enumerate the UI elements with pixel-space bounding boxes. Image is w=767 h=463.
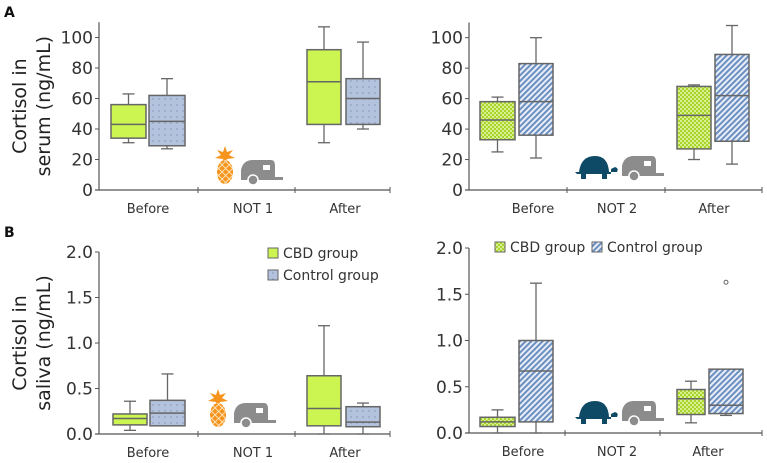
legend-swatch <box>267 269 279 281</box>
box-iqr <box>479 100 516 141</box>
box-cbd-group-after <box>306 26 342 144</box>
box-iqr <box>306 48 342 126</box>
box-cbd-group-before <box>479 409 516 434</box>
legend-item-cbd-group: CBD group <box>494 240 585 256</box>
box-control-group-after <box>345 402 381 435</box>
pineapple-icon <box>208 389 228 427</box>
turtle-icon <box>575 401 618 424</box>
box-iqr <box>110 103 147 139</box>
panel-b: 0.0 0.5 1.0 1.5 2.0 Before NOT 1 After Cortisol … <box>9 243 391 461</box>
turtle-icon <box>575 156 618 179</box>
box-cbd-group-after <box>306 325 342 435</box>
outlier-point <box>723 279 729 285</box>
y-tick-label: 0.5 <box>66 380 93 400</box>
y-tick-label: 100 <box>61 29 93 49</box>
y-tick-label: 20 <box>71 151 93 171</box>
y-tick-label: 1.5 <box>436 285 463 305</box>
y-tick-label: 1.0 <box>66 334 93 354</box>
category-label: Before <box>512 202 555 217</box>
category-label: After <box>329 202 361 217</box>
panel-a: 0 20 40 60 80 100 Before NOT 1 After Cortisol in s… <box>9 22 391 217</box>
legend-label: CBD group <box>510 240 585 256</box>
category-label: Before <box>502 445 545 460</box>
y-tick-label: 20 <box>441 151 463 171</box>
category-label: After <box>692 445 724 460</box>
y-tick-label: 80 <box>441 59 463 79</box>
box-iqr <box>306 375 342 427</box>
y-tick-label: 100 <box>431 29 463 49</box>
legend-item-control-group: Control group <box>591 240 703 256</box>
box-cbd-group-before <box>110 93 147 144</box>
y-axis-label: Cortisol in <box>9 295 31 391</box>
panel-label-a: A <box>4 5 15 21</box>
y-tick-label: 2.0 <box>66 243 93 263</box>
category-label: Before <box>127 446 170 461</box>
box-control-group-before <box>518 37 554 159</box>
pineapple-icon <box>215 146 235 184</box>
box-iqr <box>112 413 148 426</box>
y-tick-label: 80 <box>71 59 93 79</box>
y-tick-label: 0.5 <box>436 378 463 398</box>
legend-label: Control group <box>607 240 703 256</box>
box-cbd-group-after <box>676 380 706 424</box>
y-tick-label: 0 <box>452 181 463 201</box>
trailer-icon <box>241 160 283 186</box>
box-iqr <box>518 62 554 136</box>
y-tick-label: 1.5 <box>66 289 93 309</box>
category-label: After <box>698 202 730 217</box>
box-iqr <box>148 94 186 147</box>
trailer-icon <box>622 156 664 182</box>
category-label: NOT 2 <box>597 445 637 460</box>
y-tick-label: 40 <box>71 120 93 140</box>
y-tick-label: 60 <box>441 90 463 110</box>
box-iqr <box>676 388 706 416</box>
box-cbd-group-after <box>676 84 712 161</box>
box-iqr <box>345 405 381 428</box>
legend-label: CBD group <box>283 246 358 262</box>
category-label: Before <box>127 202 170 217</box>
box-iqr <box>345 77 381 126</box>
y-tick-label: 0 <box>82 181 93 201</box>
y-tick-label: 2.0 <box>436 239 463 259</box>
box-control-group-after <box>708 279 744 417</box>
y-tick-label: 1.0 <box>436 332 463 352</box>
category-label: NOT 1 <box>233 446 273 461</box>
legend-item-control-group: Control group <box>267 268 379 284</box>
box-cbd-group-before <box>479 96 516 153</box>
category-label: NOT 1 <box>233 202 273 217</box>
y-axis-label: saliva (ng/mL) <box>33 275 55 410</box>
category-label: NOT 2 <box>597 202 637 217</box>
y-tick-label: 0.0 <box>66 425 93 445</box>
box-cbd-group-before <box>112 400 148 432</box>
legend-swatch <box>494 241 506 253</box>
box-control-group-before <box>518 282 554 434</box>
box-iqr <box>708 368 744 415</box>
box-control-group-before <box>148 78 186 150</box>
trailer-icon <box>622 401 664 427</box>
y-axis-label: Cortisol in <box>9 58 31 154</box>
legend-swatch <box>267 247 279 259</box>
y-axis-label: serum (ng/mL) <box>33 36 55 176</box>
trailer-icon <box>234 403 276 429</box>
y-tick-label: 60 <box>71 90 93 110</box>
y-tick-label: 40 <box>441 120 463 140</box>
box-control-group-after <box>714 24 750 165</box>
box-iqr <box>676 85 712 150</box>
y-tick-label: 0.0 <box>436 424 463 444</box>
panel-label-b: B <box>4 225 15 241</box>
box-control-group-after <box>345 41 381 130</box>
box-control-group-before <box>149 373 186 427</box>
legend-swatch <box>591 241 603 253</box>
category-label: After <box>329 446 361 461</box>
legend-item-cbd-group: CBD group <box>267 246 358 262</box>
panel-a-right: 0 20 40 60 80 100 Before NOT 2 After <box>431 22 763 217</box>
panel-b-right: 0.0 0.5 1.0 1.5 2.0 Before NOT 2 After CBD group… <box>436 239 763 460</box>
box-iqr <box>714 53 750 143</box>
box-iqr <box>518 339 554 423</box>
legend-label: Control group <box>283 268 379 284</box>
